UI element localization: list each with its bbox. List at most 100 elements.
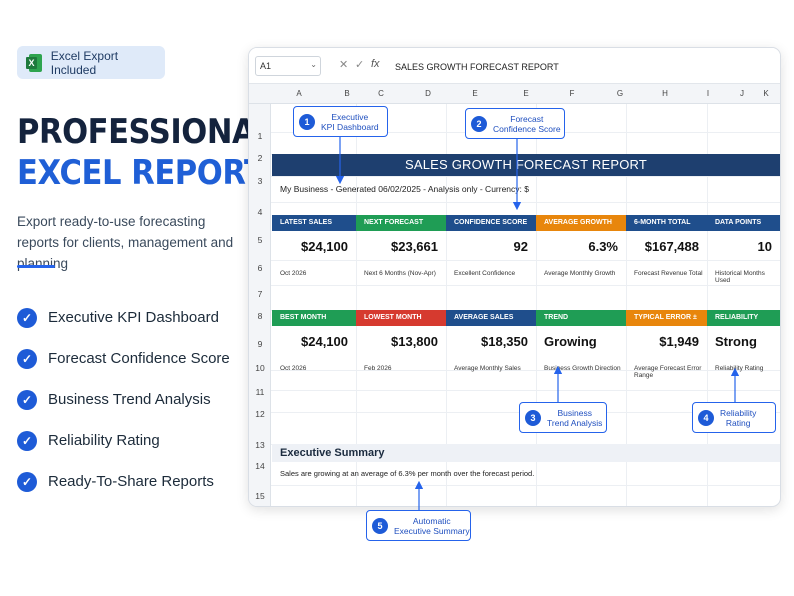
row-header[interactable]: 11	[255, 387, 265, 397]
row-header[interactable]: 12	[255, 409, 265, 419]
column-header[interactable]: A	[296, 89, 302, 98]
kpi-header[interactable]: LOWEST MONTH	[356, 310, 446, 326]
row-header[interactable]: 1	[257, 131, 263, 141]
checkmark-icon: ✓	[17, 430, 37, 451]
kpi-header[interactable]: 6-MONTH TOTAL	[626, 215, 707, 231]
callout-number: 5	[372, 517, 388, 534]
row-header[interactable]: 6	[257, 263, 263, 273]
callout-line: Business	[557, 407, 592, 418]
kpi-value[interactable]: 6.3%	[588, 239, 618, 254]
column-header[interactable]: D	[425, 89, 431, 98]
kpi-caption[interactable]: Oct 2026	[280, 365, 307, 372]
feature-item: ✓ Business Trend Analysis	[17, 379, 230, 420]
kpi-header[interactable]: DATA POINTS	[707, 215, 780, 231]
column-header[interactable]: C	[378, 89, 384, 98]
kpi-value[interactable]: $24,100	[301, 334, 348, 349]
kpi-caption[interactable]: Feb 2026	[364, 365, 392, 372]
hero-subtitle: Export ready-to-use forecasting reports …	[17, 214, 234, 271]
kpi-value[interactable]: $167,488	[644, 239, 699, 254]
row-header[interactable]: 5	[257, 235, 263, 245]
row-header[interactable]: 8	[257, 311, 263, 321]
kpi-value[interactable]: $1,949	[659, 334, 699, 349]
callout-reliability-rating: 4 Reliability Rating	[692, 402, 776, 433]
column-header[interactable]: E	[523, 89, 529, 98]
function-icon[interactable]: fx	[371, 58, 380, 70]
kpi-caption[interactable]: Average Monthly Growth	[544, 270, 616, 277]
column-header[interactable]: J	[740, 89, 744, 98]
kpi-caption[interactable]: Reliability Rating	[715, 365, 764, 372]
kpi-header[interactable]: CONFIDENCE SCORE	[446, 215, 536, 231]
kpi-value[interactable]: 10	[757, 239, 772, 254]
callout-executive-summary: 5 Automatic Executive Summary	[366, 510, 471, 541]
callout-line: Executive Summary	[394, 525, 470, 536]
kpi-caption[interactable]: Forecast Revenue Total	[634, 270, 703, 277]
chevron-down-icon[interactable]: ⌄	[310, 60, 317, 69]
row-header[interactable]: 4	[257, 207, 263, 217]
gridline	[271, 485, 780, 486]
name-box[interactable]: A1 ⌄	[255, 56, 321, 76]
kpi-header[interactable]: RELIABILITY	[707, 310, 780, 326]
row-header[interactable]: 15	[255, 491, 265, 501]
cancel-icon[interactable]: ✕	[339, 59, 349, 71]
kpi-header[interactable]: TYPICAL ERROR ±	[626, 310, 707, 326]
kpi-value[interactable]: $24,100	[301, 239, 348, 254]
kpi-value[interactable]: Growing	[544, 334, 597, 349]
formula-input[interactable]: SALES GROWTH FORECAST REPORT	[395, 62, 559, 72]
kpi-value[interactable]: $23,661	[391, 239, 438, 254]
gridline	[356, 104, 357, 506]
kpi-header[interactable]: TREND	[536, 310, 626, 326]
kpi-caption[interactable]: Historical Months Used	[715, 270, 765, 284]
kpi-header[interactable]: AVERAGE GROWTH	[536, 215, 626, 231]
kpi-header[interactable]: AVERAGE SALES	[446, 310, 536, 326]
kpi-caption[interactable]: Average Monthly Sales	[454, 365, 521, 372]
callout-line: Automatic	[412, 515, 451, 526]
feature-label: Reliability Rating	[48, 432, 160, 449]
kpi-caption[interactable]: Business Growth Direction	[544, 365, 621, 372]
accent-divider	[17, 265, 55, 268]
row-header[interactable]: 2	[257, 153, 263, 163]
kpi-caption[interactable]: Next 6 Months (Nov-Apr)	[364, 270, 436, 277]
column-header[interactable]: I	[706, 89, 710, 98]
callout-number: 3	[525, 409, 541, 426]
kpi-value[interactable]: 92	[513, 239, 528, 254]
checkmark-icon: ✓	[17, 307, 37, 328]
column-header[interactable]: G	[616, 89, 624, 98]
kpi-value[interactable]: Strong	[715, 334, 757, 349]
column-header[interactable]: E	[472, 89, 478, 98]
row-header[interactable]: 13	[255, 440, 265, 450]
kpi-caption[interactable]: Excellent Confidence	[454, 270, 516, 277]
row-header[interactable]: 9	[257, 339, 263, 349]
kpi-header[interactable]: NEXT FORECAST	[356, 215, 446, 231]
feature-item: ✓ Forecast Confidence Score	[17, 338, 230, 379]
callout-line: Executive	[331, 111, 369, 122]
gridline	[707, 104, 708, 506]
row-header[interactable]: 3	[257, 176, 263, 186]
executive-summary-title[interactable]: Executive Summary	[280, 447, 385, 459]
kpi-caption[interactable]: Average Forecast Error Range	[634, 365, 702, 379]
confirm-icon[interactable]: ✓	[355, 59, 365, 71]
row-header[interactable]: 10	[255, 363, 265, 373]
column-header[interactable]: F	[569, 89, 575, 98]
executive-summary-text[interactable]: Sales are growing at an average of 6.3% …	[280, 469, 535, 478]
feature-label: Forecast Confidence Score	[48, 350, 230, 367]
gridline	[536, 104, 537, 506]
badge-label: Excel Export Included	[50, 48, 119, 77]
column-header[interactable]: B	[344, 89, 350, 98]
gridline	[446, 104, 447, 506]
kpi-caption[interactable]: Oct 2026	[280, 270, 307, 277]
kpi-header[interactable]: LATEST SALES	[272, 215, 356, 231]
callout-number: 1	[299, 113, 315, 130]
kpi-value[interactable]: $18,350	[481, 334, 528, 349]
column-header[interactable]: K	[763, 89, 769, 98]
row-header[interactable]: 7	[257, 289, 263, 299]
report-title[interactable]: SALES GROWTH FORECAST REPORT	[272, 154, 780, 176]
callout-trend-analysis: 3 Business Trend Analysis	[519, 402, 607, 433]
callout-kpi-dashboard: 1 Executive KPI Dashboard	[293, 106, 388, 137]
kpi-value[interactable]: $13,800	[391, 334, 438, 349]
report-meta[interactable]: My Business - Generated 06/02/2025 - Ana…	[280, 184, 529, 194]
kpi-header[interactable]: BEST MONTH	[272, 310, 356, 326]
row-header[interactable]: 14	[255, 461, 265, 471]
column-header[interactable]: H	[662, 89, 668, 98]
